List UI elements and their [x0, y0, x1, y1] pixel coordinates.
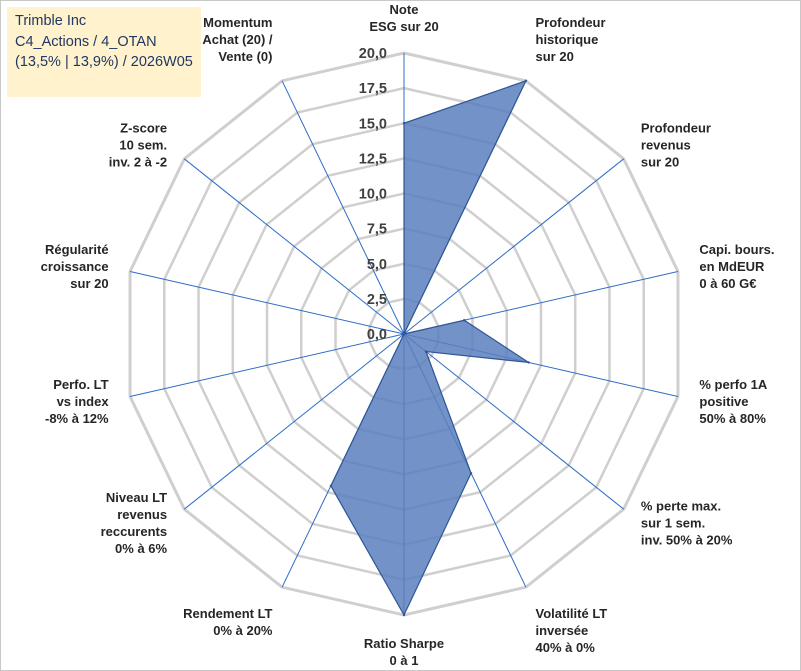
data-point-1 — [402, 122, 406, 125]
spoke-10 — [183, 333, 405, 510]
axis-label-3-line-2: revenus — [641, 138, 691, 153]
axis-label-10-line-1: Niveau LT — [106, 490, 167, 505]
tick-label: 7,5 — [367, 222, 387, 238]
axis-label-7-line-1: Volatilité LT — [536, 606, 608, 621]
data-point-4 — [463, 319, 466, 322]
tick-label: 17,5 — [359, 81, 387, 97]
axis-label-14-line-3: Vente (0) — [218, 49, 272, 64]
axis-label-12-line-1: Régularité — [45, 242, 109, 257]
tick-label: 10,0 — [359, 187, 387, 203]
data-point-14 — [402, 332, 406, 336]
data-point-6 — [424, 350, 428, 353]
tick-label: 0,0 — [367, 327, 387, 343]
axis-label-4-line-1: Capi. bours. — [699, 242, 774, 257]
company-name: Trimble Inc — [15, 13, 87, 29]
info-box: Trimble Inc C4_Actions / 4_OTAN (13,5% |… — [7, 7, 201, 97]
axis-label-14-line-2: Achat (20) / — [202, 32, 272, 47]
axis-label-5-line-1: % perfo 1A — [699, 377, 768, 392]
data-point-9 — [329, 484, 333, 488]
axis-label-2-line-3: sur 20 — [536, 49, 574, 64]
tick-label: 2,5 — [367, 292, 387, 308]
tick-label: 12,5 — [359, 151, 387, 167]
axis-label-5-line-3: 50% à 80% — [699, 411, 766, 426]
axis-label-11-line-3: -8% à 12% — [45, 411, 109, 426]
axis-label-8-line-2: 0 à 1 — [390, 653, 419, 668]
spoke-13 — [183, 158, 405, 335]
axis-label-5-line-2: positive — [699, 394, 748, 409]
spoke-11 — [129, 333, 405, 398]
axis-label-10-line-2: revenus — [117, 507, 167, 522]
axis-label-11-line-1: Perfo. LT — [53, 377, 108, 392]
spoke-6 — [403, 333, 625, 510]
spoke-14 — [281, 80, 405, 335]
radar-series — [329, 79, 530, 617]
axis-label-14-line-1: Momentum — [203, 15, 272, 30]
tick-label: 15,0 — [359, 116, 387, 132]
axis-label-13-line-3: inv. 2 à -2 — [109, 155, 167, 170]
data-point-5 — [527, 361, 530, 364]
axis-label-1-line-2: ESG sur 20 — [369, 19, 438, 34]
axis-label-8-line-1: Ratio Sharpe — [364, 636, 444, 651]
axis-label-6-line-3: inv. 50% à 20% — [641, 532, 733, 547]
tick-label: 5,0 — [367, 257, 387, 273]
axis-label-4-line-2: en MdEUR — [699, 259, 765, 274]
radial-tick-labels: 0,0 2,5 5,0 7,5 10,0 12,5 15,0 17,5 20,0 — [359, 46, 387, 343]
axis-label-3-line-1: Profondeur — [641, 121, 711, 136]
axis-label-12-line-2: croissance — [41, 259, 109, 274]
axis-label-12-line-3: sur 20 — [70, 276, 108, 291]
axis-label-9-line-1: Rendement LT — [183, 606, 272, 621]
tick-label: 20,0 — [359, 46, 387, 62]
axis-label-3-line-3: sur 20 — [641, 155, 679, 170]
axis-label-9-line-2: 0% à 20% — [213, 623, 273, 638]
spoke-3 — [403, 158, 625, 335]
axis-label-10-line-4: 0% à 6% — [115, 541, 167, 556]
axis-label-7-line-3: 40% à 0% — [536, 640, 596, 655]
rates-and-week: (13,5% | 13,9%) / 2026W05 — [15, 54, 193, 70]
axis-label-7-line-2: inversée — [536, 623, 589, 638]
axis-label-2-line-1: Profondeur — [536, 15, 606, 30]
axis-label-11-line-2: vs index — [57, 394, 110, 409]
axis-label-6-line-1: % perte max. — [641, 498, 721, 513]
data-point-2 — [524, 79, 528, 83]
axis-label-10-line-3: reccurents — [101, 524, 167, 539]
portfolio-category: C4_Actions / 4_OTAN — [15, 33, 157, 50]
axis-label-2-line-2: historique — [536, 32, 599, 47]
axis-label-1-line-1: Note — [390, 2, 419, 17]
data-point-7 — [469, 472, 473, 475]
axis-label-13-line-1: Z-score — [120, 121, 167, 136]
axis-label-4-line-3: 0 à 60 G€ — [699, 276, 756, 291]
axis-labels: Note ESG sur 20 Profondeur historique sur 20… — [41, 2, 775, 668]
data-point-8 — [402, 613, 406, 617]
axis-label-6-line-2: sur 1 sem. — [641, 515, 705, 530]
spoke-12 — [129, 270, 405, 335]
axis-label-13-line-2: 10 sem. — [119, 138, 167, 153]
